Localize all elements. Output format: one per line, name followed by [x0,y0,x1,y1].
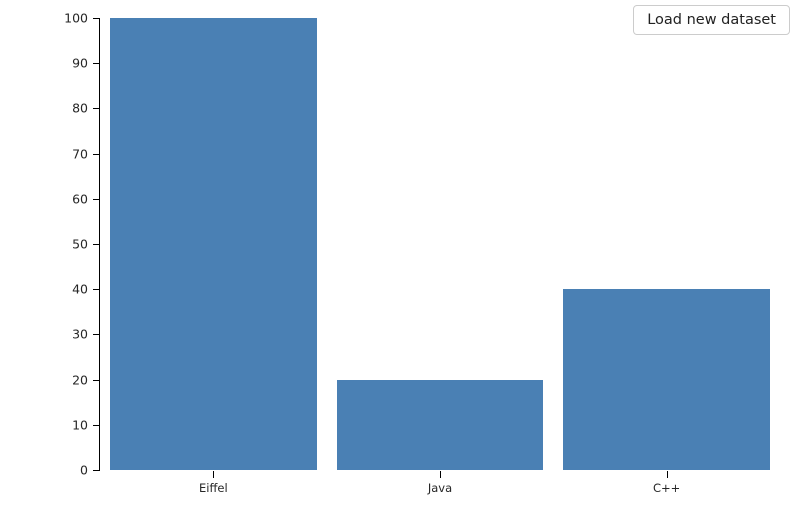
y-axis-tick-label: 60 [72,191,88,207]
y-axis-tick [93,198,99,200]
y-axis-tick [93,334,99,336]
y-axis-tick-label: 0 [80,462,88,478]
x-axis-tick-label: Java [427,481,453,495]
y-axis-tick-label: 10 [72,417,88,433]
bar[interactable] [110,18,317,470]
y-axis-tick [93,289,99,291]
y-axis-tick [93,244,99,245]
bar[interactable] [563,289,770,470]
toolbar: Load new dataset [0,0,800,40]
y-axis-tick-label: 70 [72,146,88,162]
x-axis-tick-label: Eiffel [199,481,228,495]
y-axis-tick [93,470,99,471]
y-axis-tick-label: 20 [72,372,88,388]
x-axis-tick [213,471,215,478]
y-axis-tick-label: 100 [64,10,88,26]
y-axis-tick-label: 30 [72,326,88,342]
y-axis-tick-label: 90 [72,55,88,71]
y-axis-tick-label: 80 [72,100,88,116]
y-axis-tick-label: 40 [72,281,88,297]
y-axis-tick [93,63,99,65]
x-axis-tick-label: C++ [653,481,681,495]
y-axis-tick-label: 50 [72,236,88,252]
y-axis-tick [93,424,99,426]
plot-area [100,18,780,470]
y-axis-spine [99,18,100,471]
y-axis-tick [93,108,99,110]
load-new-dataset-button[interactable]: Load new dataset [633,5,790,35]
y-axis-tick [93,379,99,381]
x-axis-tick [666,471,668,478]
bar[interactable] [336,379,544,470]
y-axis-tick [93,153,99,155]
x-axis-tick [440,471,441,478]
y-axis-tick [93,18,99,19]
